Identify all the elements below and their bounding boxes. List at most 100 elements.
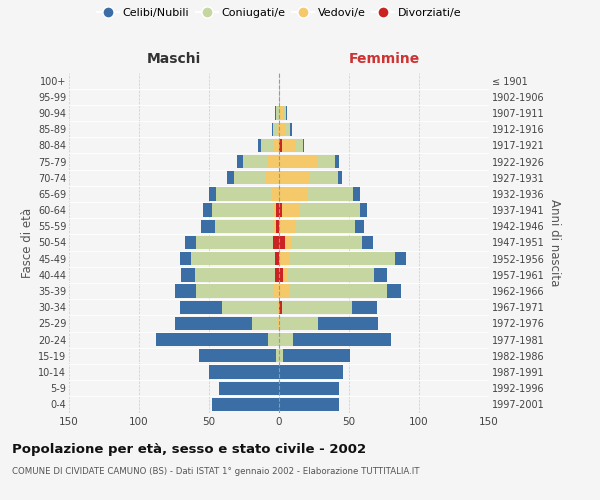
Bar: [275, 106, 279, 120]
Bar: [274, 204, 279, 217]
Bar: [272, 122, 279, 136]
Bar: [279, 236, 362, 249]
Bar: [279, 236, 292, 249]
Bar: [279, 138, 304, 152]
Text: Popolazione per età, sesso e stato civile - 2002: Popolazione per età, sesso e stato civil…: [12, 442, 366, 456]
Bar: [276, 106, 279, 120]
Bar: [279, 106, 283, 120]
Bar: [278, 300, 279, 314]
Bar: [179, 252, 279, 266]
Bar: [279, 236, 373, 249]
Bar: [219, 382, 279, 395]
Bar: [181, 268, 279, 281]
Bar: [227, 171, 279, 184]
Bar: [279, 268, 283, 281]
Bar: [279, 188, 307, 200]
Bar: [274, 236, 279, 249]
Bar: [279, 333, 391, 346]
Bar: [209, 188, 279, 200]
Bar: [276, 349, 279, 362]
Bar: [212, 398, 279, 411]
Bar: [279, 349, 350, 362]
Bar: [156, 333, 279, 346]
Bar: [209, 366, 279, 378]
Bar: [279, 382, 339, 395]
Bar: [237, 155, 279, 168]
Bar: [279, 220, 296, 233]
Bar: [216, 188, 279, 200]
Bar: [279, 252, 290, 266]
Bar: [279, 90, 280, 104]
Bar: [279, 333, 293, 346]
Bar: [212, 204, 279, 217]
Bar: [279, 300, 282, 314]
Bar: [279, 90, 280, 104]
Text: Maschi: Maschi: [147, 52, 201, 66]
Bar: [279, 122, 290, 136]
Bar: [175, 284, 279, 298]
Bar: [279, 171, 310, 184]
Bar: [279, 300, 282, 314]
Bar: [279, 268, 287, 281]
Bar: [276, 220, 279, 233]
Bar: [242, 155, 279, 168]
Bar: [279, 268, 374, 281]
Bar: [196, 284, 279, 298]
Bar: [279, 106, 287, 120]
Bar: [276, 204, 279, 217]
Bar: [203, 204, 279, 217]
Bar: [258, 138, 279, 152]
Bar: [279, 106, 286, 120]
Bar: [279, 155, 318, 168]
Bar: [279, 349, 283, 362]
Bar: [221, 300, 279, 314]
Bar: [179, 300, 279, 314]
Bar: [279, 171, 342, 184]
Bar: [272, 188, 279, 200]
Bar: [279, 236, 284, 249]
Bar: [175, 317, 279, 330]
Y-axis label: Fasce di età: Fasce di età: [20, 208, 34, 278]
Bar: [279, 122, 286, 136]
Bar: [279, 122, 292, 136]
Bar: [279, 284, 401, 298]
Bar: [265, 171, 279, 184]
Text: Femmine: Femmine: [349, 52, 419, 66]
Bar: [234, 171, 279, 184]
Bar: [275, 252, 279, 266]
Bar: [268, 333, 279, 346]
Y-axis label: Anni di nascita: Anni di nascita: [548, 199, 562, 286]
Bar: [274, 284, 279, 298]
Bar: [279, 317, 318, 330]
Bar: [279, 171, 338, 184]
Bar: [279, 366, 343, 378]
Bar: [274, 236, 279, 249]
Bar: [279, 268, 387, 281]
Bar: [279, 204, 360, 217]
Bar: [278, 122, 279, 136]
Bar: [279, 155, 335, 168]
Bar: [196, 236, 279, 249]
Bar: [195, 268, 279, 281]
Bar: [279, 252, 406, 266]
Bar: [279, 398, 339, 411]
Bar: [279, 300, 352, 314]
Bar: [253, 317, 279, 330]
Bar: [275, 252, 279, 266]
Bar: [261, 138, 279, 152]
Bar: [279, 300, 377, 314]
Bar: [274, 220, 279, 233]
Bar: [279, 284, 289, 298]
Bar: [279, 284, 387, 298]
Legend: Celibi/Nubili, Coniugati/e, Vedovi/e, Divorziati/e: Celibi/Nubili, Coniugati/e, Vedovi/e, Di…: [97, 8, 461, 18]
Bar: [199, 349, 279, 362]
Bar: [215, 220, 279, 233]
Bar: [279, 204, 282, 217]
Bar: [191, 252, 279, 266]
Bar: [279, 204, 367, 217]
Bar: [275, 268, 279, 281]
Bar: [279, 90, 280, 104]
Bar: [279, 220, 355, 233]
Bar: [279, 252, 395, 266]
Bar: [279, 220, 364, 233]
